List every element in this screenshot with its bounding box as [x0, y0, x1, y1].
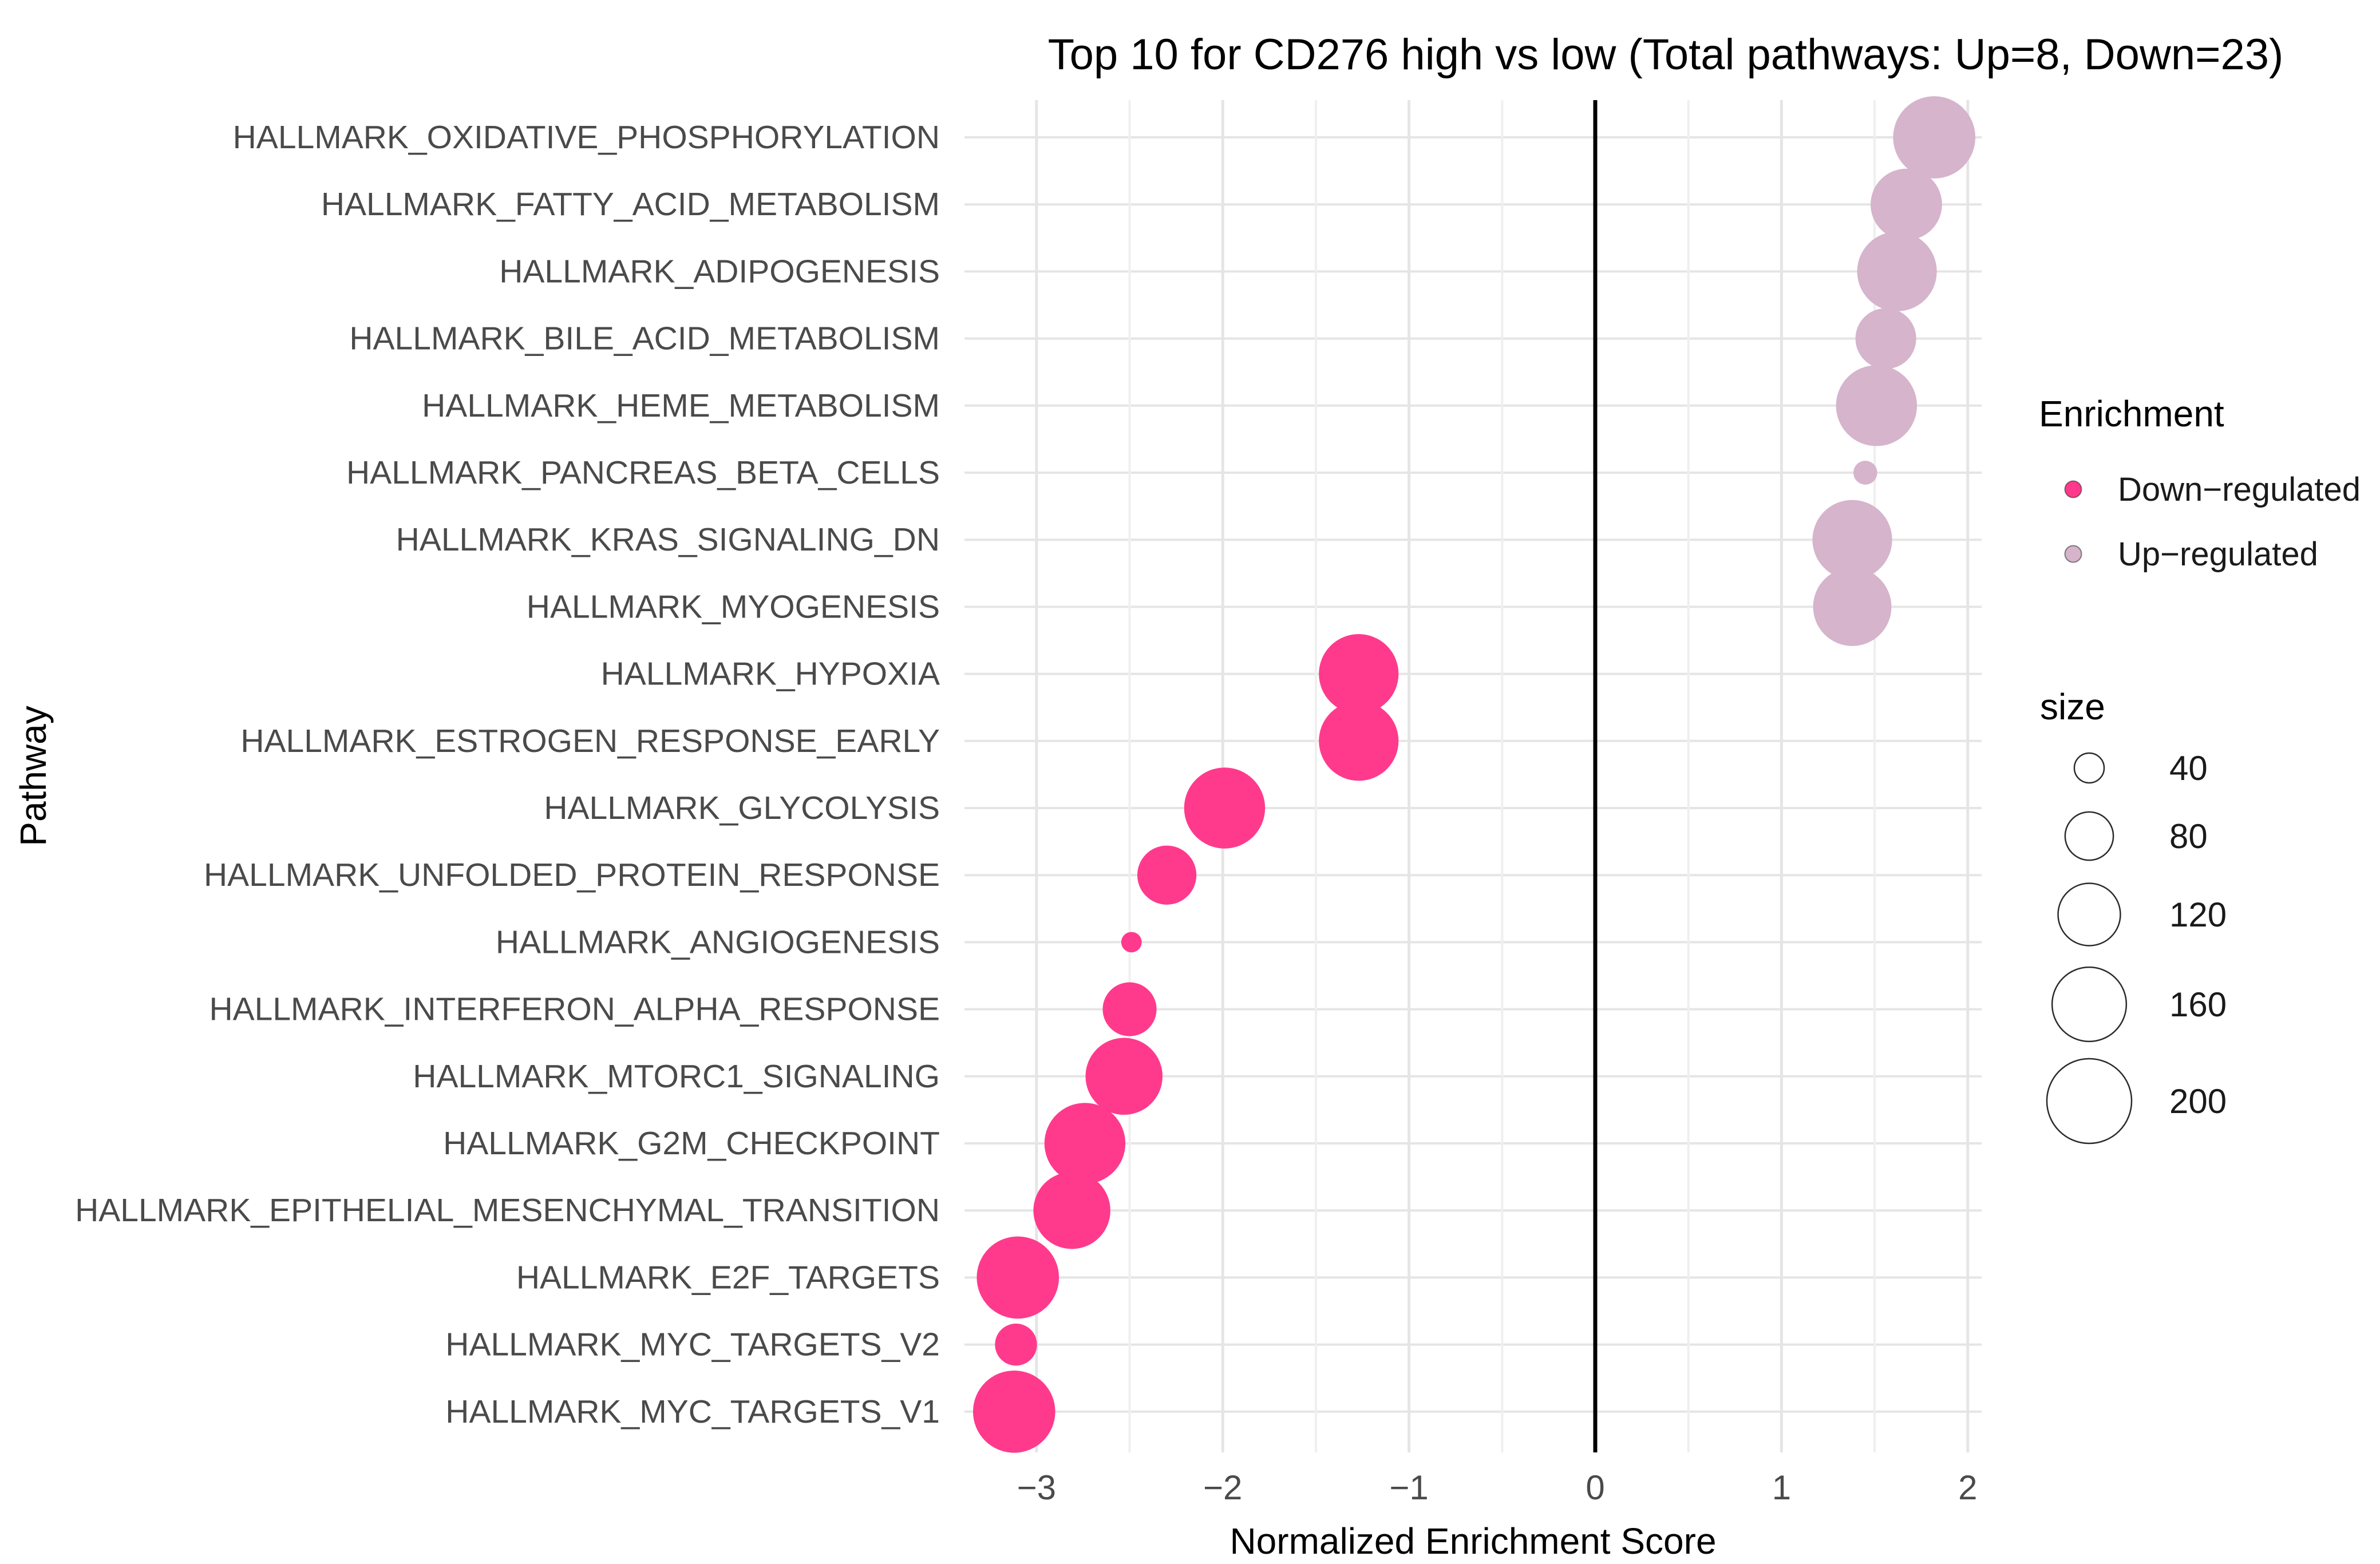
- y-axis-label: HALLMARK_PANCREAS_BETA_CELLS: [346, 454, 940, 491]
- bubble-HALLMARK_MYC_TARGETS_V2: [995, 1323, 1037, 1366]
- x-axis-tick-label: −1: [1389, 1468, 1428, 1507]
- y-axis-label: HALLMARK_ESTROGEN_RESPONSE_EARLY: [240, 723, 940, 759]
- y-axis-label: HALLMARK_MYOGENESIS: [527, 588, 940, 625]
- x-axis-title: Normalized Enrichment Score: [1229, 1521, 1717, 1562]
- bubble-HALLMARK_ANGIOGENESIS: [1121, 932, 1142, 953]
- bubble-HALLMARK_G2M_CHECKPOINT: [1044, 1103, 1126, 1184]
- size-legend-circle-80-icon: [2064, 811, 2114, 861]
- y-axis-label: HALLMARK_INTERFERON_ALPHA_RESPONSE: [209, 991, 940, 1028]
- size-legend-value: 80: [2169, 817, 2208, 856]
- legend-item-label: Up−regulated: [2118, 536, 2318, 573]
- legend-item-label: Down−regulated: [2118, 471, 2361, 508]
- chart-title: Top 10 for CD276 high vs low (Total path…: [1047, 30, 2284, 79]
- legend-title: Enrichment: [2039, 393, 2224, 434]
- y-axis-label: HALLMARK_ADIPOGENESIS: [499, 253, 940, 290]
- size-legend-title: size: [2040, 686, 2105, 727]
- size-legend-value: 160: [2169, 985, 2227, 1024]
- bubble-HALLMARK_MYOGENESIS: [1813, 567, 1892, 646]
- bubble-HALLMARK_MTORC1_SIGNALING: [1085, 1038, 1163, 1115]
- bubble-HALLMARK_UNFOLDED_PROTEIN_RESPONSE: [1137, 845, 1197, 905]
- bubble-HALLMARK_HYPOXIA: [1319, 634, 1399, 714]
- size-legend-circle-200-icon: [2046, 1058, 2133, 1145]
- bubble-HALLMARK_EPITHELIAL_MESENCHYMAL_TRANSITION: [1033, 1171, 1110, 1249]
- bubble-HALLMARK_ESTROGEN_RESPONSE_EARLY: [1319, 701, 1399, 781]
- y-axis-label: HALLMARK_MYC_TARGETS_V1: [445, 1393, 940, 1430]
- size-legend-circle-40-icon: [2073, 752, 2105, 784]
- bubble-HALLMARK_GLYCOLYSIS: [1184, 767, 1266, 849]
- bubble-HALLMARK_PANCREAS_BETA_CELLS: [1853, 461, 1877, 485]
- x-axis-tick-label: −3: [1017, 1468, 1056, 1507]
- size-legend-circle-160-icon: [2051, 966, 2128, 1043]
- bubble-HALLMARK_OXIDATIVE_PHOSPHORYLATION: [1893, 96, 1976, 179]
- y-axis-label: HALLMARK_KRAS_SIGNALING_DN: [396, 521, 940, 558]
- bubble-HALLMARK_KRAS_SIGNALING_DN: [1812, 500, 1892, 580]
- size-legend-circle-120-icon: [2057, 882, 2121, 947]
- y-axis-label: HALLMARK_E2F_TARGETS: [516, 1259, 940, 1296]
- bubble-HALLMARK_HEME_METABOLISM: [1836, 365, 1918, 446]
- size-legend-value: 120: [2169, 896, 2227, 934]
- y-axis-label: HALLMARK_MYC_TARGETS_V2: [445, 1327, 940, 1363]
- y-axis-label: HALLMARK_OXIDATIVE_PHOSPHORYLATION: [233, 119, 940, 156]
- bubble-HALLMARK_INTERFERON_ALPHA_RESPONSE: [1102, 982, 1157, 1036]
- y-axis-label: HALLMARK_MTORC1_SIGNALING: [413, 1058, 940, 1095]
- x-axis-tick-label: 2: [1958, 1468, 1977, 1507]
- bubble-HALLMARK_BILE_ACID_METABOLISM: [1855, 308, 1916, 369]
- bubble-HALLMARK_MYC_TARGETS_V1: [972, 1370, 1055, 1453]
- size-legend-value: 40: [2169, 749, 2208, 787]
- y-axis-label: HALLMARK_G2M_CHECKPOINT: [443, 1125, 940, 1162]
- y-axis-label: HALLMARK_UNFOLDED_PROTEIN_RESPONSE: [204, 857, 940, 893]
- legend-swatch-down-icon: [2064, 480, 2082, 498]
- x-axis-tick-label: −2: [1203, 1468, 1242, 1507]
- x-axis-tick-label: 0: [1586, 1468, 1604, 1507]
- bubble-HALLMARK_ADIPOGENESIS: [1857, 231, 1937, 311]
- y-axis-label: HALLMARK_HYPOXIA: [601, 656, 940, 692]
- size-legend-value: 200: [2169, 1082, 2227, 1120]
- x-axis-tick-label: 1: [1772, 1468, 1791, 1507]
- y-axis-label: HALLMARK_ANGIOGENESIS: [496, 924, 940, 960]
- y-axis-title: Pathway: [13, 706, 54, 846]
- bubble-HALLMARK_FATTY_ACID_METABOLISM: [1871, 168, 1942, 240]
- y-axis-label: HALLMARK_HEME_METABOLISM: [422, 387, 940, 424]
- legend-swatch-up-icon: [2064, 545, 2082, 563]
- y-axis-label: HALLMARK_EPITHELIAL_MESENCHYMAL_TRANSITI…: [75, 1192, 940, 1229]
- y-axis-label: HALLMARK_FATTY_ACID_METABOLISM: [321, 186, 940, 223]
- bubble-HALLMARK_E2F_TARGETS: [976, 1236, 1059, 1319]
- y-axis-label: HALLMARK_BILE_ACID_METABOLISM: [349, 320, 940, 357]
- y-axis-label: HALLMARK_GLYCOLYSIS: [544, 790, 940, 826]
